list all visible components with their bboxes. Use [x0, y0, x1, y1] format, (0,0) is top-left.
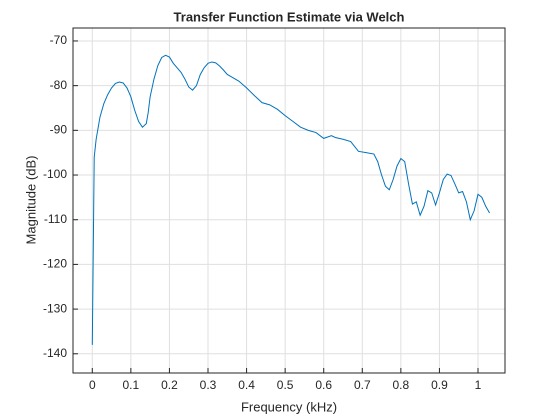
data-line — [91, 54, 491, 345]
y-tick-label: -130 — [43, 301, 67, 315]
y-tick-label: -90 — [50, 123, 68, 137]
y-tick-label: -70 — [50, 33, 68, 47]
x-tick-label: 0.5 — [277, 378, 294, 392]
y-tick-label: -120 — [43, 257, 67, 271]
x-tick-label: 0.6 — [315, 378, 332, 392]
x-axis-label: Frequency (kHz) — [241, 399, 337, 414]
x-tick-label: 0.7 — [354, 378, 371, 392]
y-tick-label: -110 — [44, 212, 67, 226]
plot-area — [73, 28, 505, 373]
x-tick-label: 0.2 — [161, 378, 178, 392]
x-tick-label: 0 — [89, 378, 96, 392]
y-tick-label: -100 — [43, 167, 67, 181]
axes-box — [72, 27, 506, 374]
y-tick-label: -140 — [43, 346, 67, 360]
x-tick-label: 0.9 — [431, 378, 448, 392]
y-tick-label: -80 — [50, 78, 68, 92]
chart-title: Transfer Function Estimate via Welch — [174, 9, 405, 24]
x-tick-label: 0.1 — [123, 378, 140, 392]
x-tick-label: 1 — [475, 378, 482, 392]
x-tick-label: 0.8 — [393, 378, 410, 392]
y-axis-label: Magnitude (dB) — [23, 156, 38, 245]
x-tick-label: 0.4 — [238, 378, 255, 392]
x-tick-label: 0.3 — [200, 378, 217, 392]
